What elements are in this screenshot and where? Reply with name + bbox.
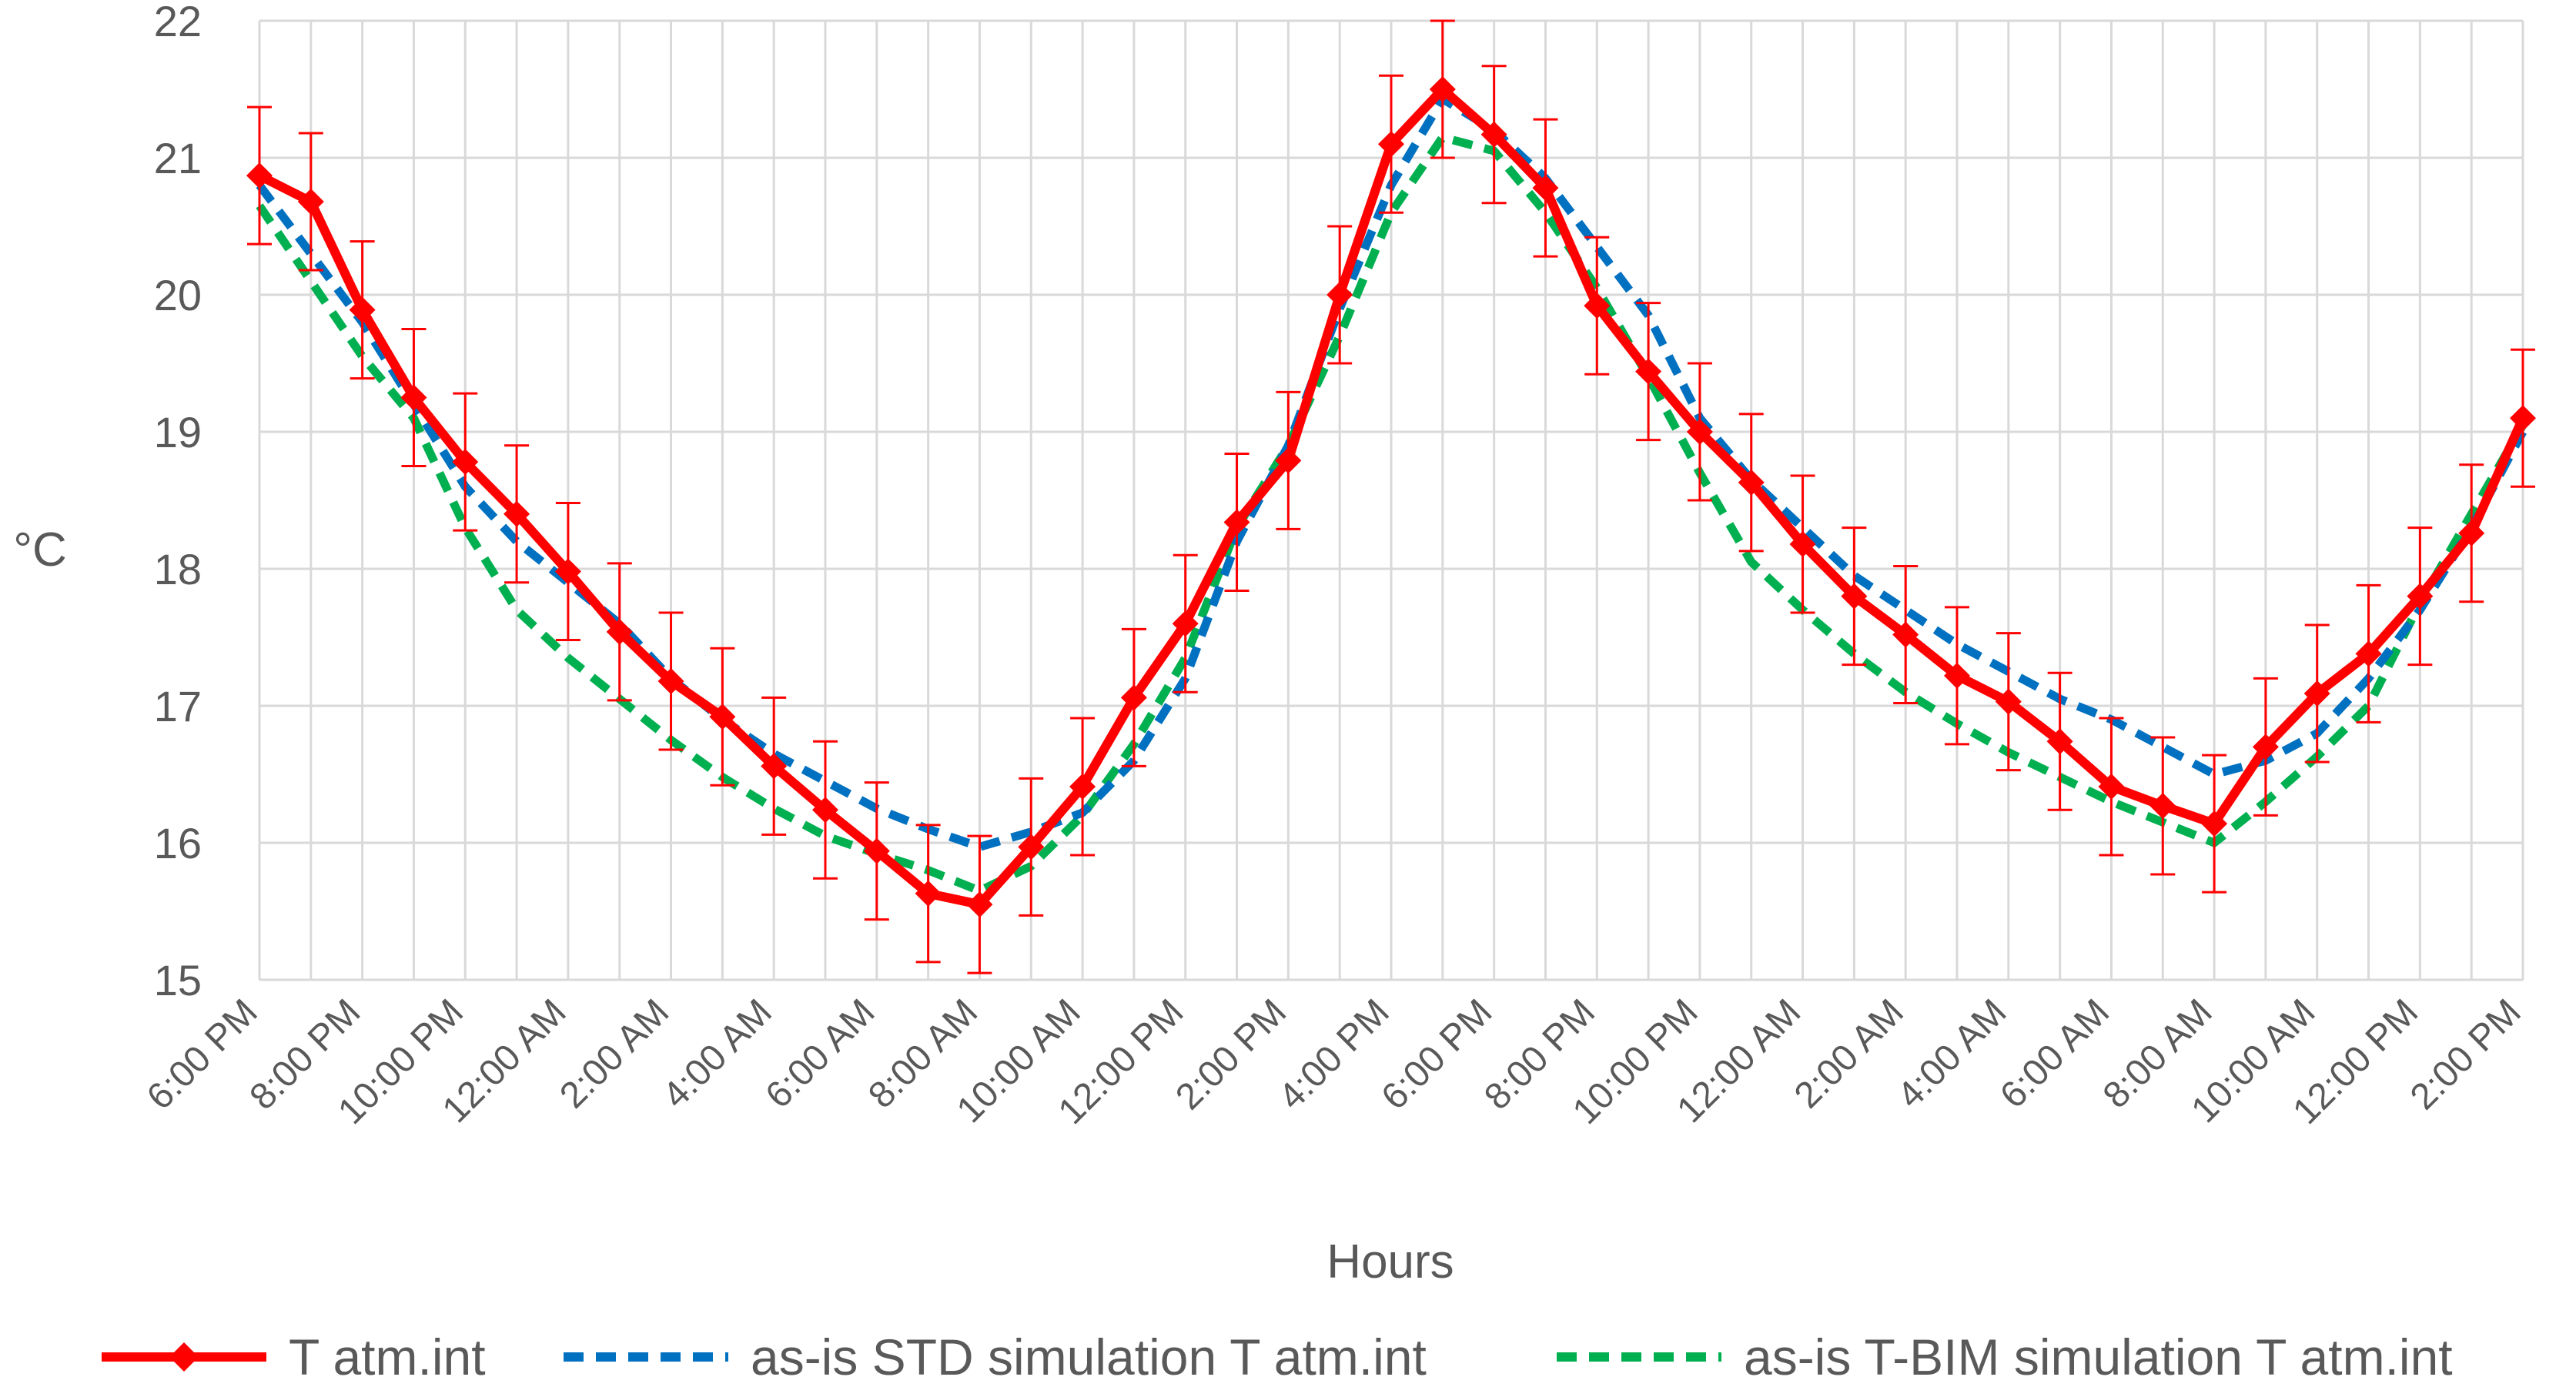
data-point-marker bbox=[1326, 282, 1353, 308]
data-point-marker bbox=[503, 500, 530, 527]
data-point-marker bbox=[915, 880, 942, 907]
y-tick-label: 17 bbox=[154, 682, 202, 730]
y-tick-label: 20 bbox=[154, 271, 202, 319]
data-point-marker bbox=[246, 162, 273, 189]
data-point-marker bbox=[2510, 405, 2536, 432]
data-point-marker bbox=[349, 296, 376, 323]
data-point-marker bbox=[554, 558, 581, 585]
data-point-marker bbox=[1892, 621, 1919, 648]
data-point-marker bbox=[2046, 728, 2073, 755]
data-point-marker bbox=[1275, 447, 1302, 474]
data-point-marker bbox=[1172, 610, 1199, 637]
data-point-marker bbox=[606, 618, 633, 645]
data-point-marker bbox=[1018, 834, 1045, 861]
y-tick-label: 18 bbox=[154, 545, 202, 593]
y-tick-label: 16 bbox=[154, 819, 202, 867]
y-axis-ticks: 15 16 17 18 19 20 21 22 bbox=[154, 0, 202, 1004]
legend-label: T atm.int bbox=[289, 1328, 486, 1385]
data-point-marker bbox=[1429, 76, 1456, 102]
data-point-marker bbox=[2252, 734, 2279, 760]
data-point-marker bbox=[2303, 680, 2330, 707]
data-point-marker bbox=[2458, 520, 2485, 546]
data-point-marker bbox=[2355, 640, 2382, 667]
y-axis-title: °C bbox=[13, 523, 67, 577]
data-point-marker bbox=[1944, 662, 1970, 689]
data-point-marker bbox=[1635, 358, 1662, 385]
y-tick-label: 22 bbox=[154, 0, 202, 45]
data-point-marker bbox=[863, 837, 890, 864]
data-point-marker bbox=[2149, 792, 2176, 819]
data-point-marker bbox=[1738, 469, 1765, 496]
data-point-marker bbox=[1995, 688, 2022, 715]
data-point-marker bbox=[297, 188, 324, 215]
data-point-marker bbox=[1120, 684, 1147, 711]
data-point-marker bbox=[1378, 131, 1404, 158]
data-point-marker bbox=[657, 667, 684, 694]
series-layer bbox=[246, 19, 2536, 974]
data-point-marker bbox=[2407, 583, 2434, 610]
data-point-marker bbox=[2098, 774, 2125, 800]
data-point-marker bbox=[1223, 509, 1250, 536]
data-point-marker bbox=[452, 449, 479, 476]
data-point-marker bbox=[1841, 583, 1868, 610]
legend-label: as-is T-BIM simulation T atm.int bbox=[1744, 1328, 2453, 1385]
legend-label: as-is STD simulation T atm.int bbox=[751, 1328, 1427, 1385]
y-tick-label: 15 bbox=[154, 956, 202, 1004]
legend: T atm.int as-is STD simulation T atm.int a… bbox=[102, 1328, 2453, 1385]
x-axis-title: Hours bbox=[1326, 1235, 1454, 1288]
data-point-marker bbox=[1789, 530, 1816, 557]
data-point-marker bbox=[400, 384, 427, 411]
data-point-marker bbox=[812, 797, 838, 824]
data-point-marker bbox=[1069, 774, 1096, 800]
y-tick-label: 21 bbox=[154, 134, 202, 182]
data-point-marker bbox=[1480, 121, 1507, 148]
data-point-marker bbox=[2201, 810, 2228, 837]
data-point-marker bbox=[1686, 419, 1713, 445]
data-point-marker bbox=[966, 891, 993, 918]
series-t-atm-int bbox=[246, 19, 2536, 974]
data-point-marker bbox=[761, 753, 788, 780]
y-tick-label: 19 bbox=[154, 408, 202, 456]
legend-marker bbox=[169, 1342, 199, 1372]
data-point-marker bbox=[1584, 292, 1611, 319]
data-point-marker bbox=[1532, 175, 1559, 202]
data-point-marker bbox=[709, 704, 736, 730]
